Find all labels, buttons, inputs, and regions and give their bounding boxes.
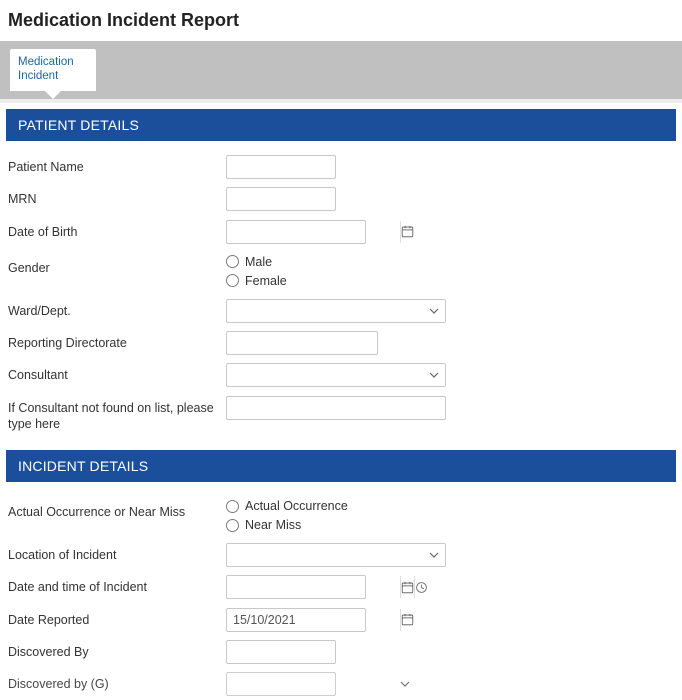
ward-select[interactable] [226, 299, 446, 323]
label-gender: Gender [6, 252, 226, 280]
patient-name-input[interactable] [226, 155, 336, 179]
radio-icon [226, 519, 239, 532]
page-title: Medication Incident Report [0, 0, 682, 41]
incident-datetime-field[interactable] [226, 575, 366, 599]
date-reported-input[interactable] [227, 609, 400, 631]
occurrence-near-option[interactable]: Near Miss [226, 516, 676, 534]
radio-label: Male [245, 255, 272, 269]
tab-strip: Medication Incident [0, 41, 682, 99]
radio-icon [226, 255, 239, 268]
calendar-icon[interactable] [400, 609, 414, 631]
form-content: PATIENT DETAILS Patient Name MRN Date of… [0, 99, 682, 700]
gender-male-option[interactable]: Male [226, 253, 676, 271]
label-date-reported: Date Reported [6, 608, 226, 632]
label-patient-name: Patient Name [6, 155, 226, 179]
location-select[interactable] [226, 543, 446, 567]
label-consultant-freetext: If Consultant not found on list, please … [6, 396, 226, 437]
radio-label: Female [245, 274, 287, 288]
dob-date-input[interactable] [227, 221, 400, 243]
radio-label: Near Miss [245, 518, 301, 532]
mrn-input[interactable] [226, 187, 336, 211]
location-select-input[interactable] [227, 544, 423, 566]
consultant-select[interactable] [226, 363, 446, 387]
patient-form: Patient Name MRN Date of Birth Gender [6, 141, 676, 444]
chevron-down-icon[interactable] [423, 544, 445, 566]
label-consultant: Consultant [6, 363, 226, 387]
label-dob: Date of Birth [6, 220, 226, 244]
radio-label: Actual Occurrence [245, 499, 348, 513]
label-directorate: Reporting Directorate [6, 331, 226, 355]
calendar-icon[interactable] [400, 221, 414, 243]
radio-icon [226, 500, 239, 513]
chevron-down-icon[interactable] [423, 364, 445, 386]
discovered-by-g-select-input[interactable] [227, 673, 400, 695]
label-discovered-by-g: Discovered by (G) [6, 672, 226, 696]
gender-female-option[interactable]: Female [226, 272, 676, 290]
ward-select-input[interactable] [227, 300, 423, 322]
label-mrn: MRN [6, 187, 226, 211]
radio-icon [226, 274, 239, 287]
directorate-input[interactable] [226, 331, 378, 355]
discovered-by-input[interactable] [226, 640, 336, 664]
consultant-freetext-input[interactable] [226, 396, 446, 420]
tab-medication-incident[interactable]: Medication Incident [10, 49, 96, 91]
chevron-down-icon[interactable] [400, 673, 410, 695]
label-incident-datetime: Date and time of Incident [6, 575, 226, 599]
section-header-patient: PATIENT DETAILS [6, 109, 676, 141]
incident-datetime-input[interactable] [227, 576, 400, 598]
discovered-by-g-select[interactable] [226, 672, 336, 696]
dob-date-field[interactable] [226, 220, 366, 244]
date-reported-field[interactable] [226, 608, 366, 632]
label-location: Location of Incident [6, 543, 226, 567]
occurrence-actual-option[interactable]: Actual Occurrence [226, 497, 676, 515]
label-discovered-by: Discovered By [6, 640, 226, 664]
section-header-incident: INCIDENT DETAILS [6, 450, 676, 482]
label-occurrence: Actual Occurrence or Near Miss [6, 496, 226, 524]
chevron-down-icon[interactable] [423, 300, 445, 322]
clock-icon[interactable] [414, 576, 428, 598]
tab-label: Medication Incident [18, 56, 74, 82]
calendar-icon[interactable] [400, 576, 414, 598]
label-ward: Ward/Dept. [6, 299, 226, 323]
incident-form: Actual Occurrence or Near Miss Actual Oc… [6, 482, 676, 700]
consultant-select-input[interactable] [227, 364, 423, 386]
